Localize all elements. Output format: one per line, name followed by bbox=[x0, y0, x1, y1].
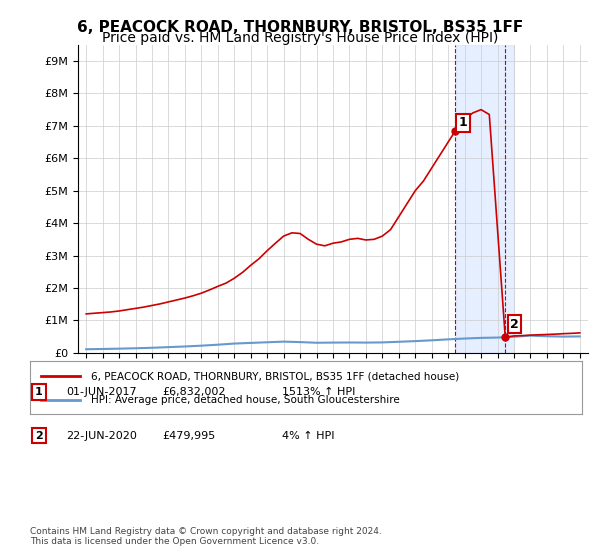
Text: 01-JUN-2017: 01-JUN-2017 bbox=[66, 387, 137, 397]
Text: £479,995: £479,995 bbox=[162, 431, 215, 441]
Text: 1: 1 bbox=[458, 116, 467, 129]
Text: Contains HM Land Registry data © Crown copyright and database right 2024.
This d: Contains HM Land Registry data © Crown c… bbox=[30, 526, 382, 546]
Text: 2: 2 bbox=[35, 431, 43, 441]
Text: 1: 1 bbox=[35, 387, 43, 397]
Text: 2: 2 bbox=[510, 318, 519, 330]
Text: £6,832,002: £6,832,002 bbox=[162, 387, 226, 397]
Text: 22-JUN-2020: 22-JUN-2020 bbox=[66, 431, 137, 441]
Bar bbox=[455, 45, 514, 353]
Text: 6, PEACOCK ROAD, THORNBURY, BRISTOL, BS35 1FF: 6, PEACOCK ROAD, THORNBURY, BRISTOL, BS3… bbox=[77, 20, 523, 35]
Text: HPI: Average price, detached house, South Gloucestershire: HPI: Average price, detached house, Sout… bbox=[91, 394, 400, 404]
Text: Price paid vs. HM Land Registry's House Price Index (HPI): Price paid vs. HM Land Registry's House … bbox=[102, 31, 498, 45]
Text: 6, PEACOCK ROAD, THORNBURY, BRISTOL, BS35 1FF (detached house): 6, PEACOCK ROAD, THORNBURY, BRISTOL, BS3… bbox=[91, 371, 459, 381]
Text: 4% ↑ HPI: 4% ↑ HPI bbox=[282, 431, 335, 441]
Text: 1513% ↑ HPI: 1513% ↑ HPI bbox=[282, 387, 355, 397]
